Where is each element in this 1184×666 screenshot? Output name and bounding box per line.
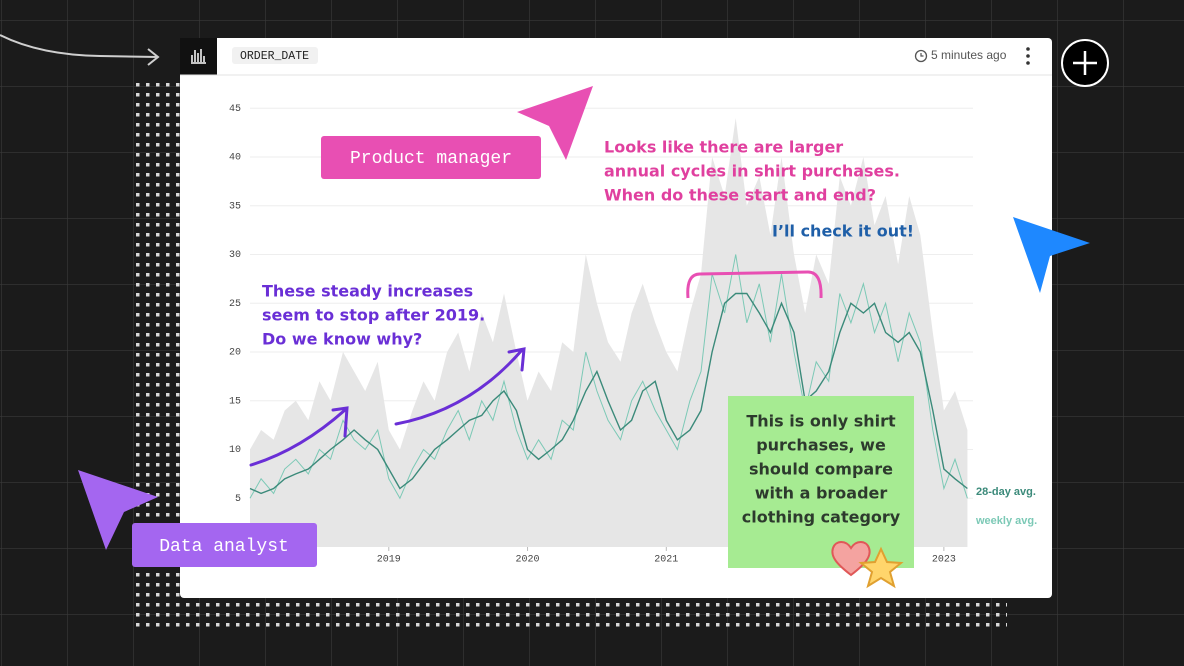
legend-label: weekly avg. <box>975 515 1037 527</box>
y-tick-label: 20 <box>229 348 241 359</box>
comment-reply: I’ll check it out! <box>772 222 914 241</box>
note-line: with a broader <box>755 484 888 503</box>
y-tick-label: 10 <box>229 445 241 456</box>
note-line: clothing category <box>742 508 901 527</box>
comment-pm: Looks like there are larger annual cycle… <box>604 138 900 205</box>
pm-label: Product manager <box>350 149 512 169</box>
note-line: purchases, we <box>756 436 886 455</box>
legend-label: 28-day avg. <box>976 486 1036 498</box>
y-tick-label: 5 <box>235 494 241 505</box>
trend-arrows <box>249 347 526 467</box>
clock-hands <box>920 53 924 57</box>
comment-line: annual cycles in shirt purchases. <box>604 162 900 181</box>
bracket <box>686 270 823 299</box>
comment-line: Do we know why? <box>262 330 422 349</box>
note-text: This is only shirt purchases, we should … <box>742 412 901 527</box>
updated-time: 5 minutes ago <box>931 48 1007 62</box>
x-tick-label: 2021 <box>654 555 678 566</box>
y-tick-label: 40 <box>229 153 241 164</box>
analyst-label-box <box>132 523 317 567</box>
x-tick-label: 2020 <box>516 555 540 566</box>
clock-icon <box>914 49 928 63</box>
y-tick-label: 35 <box>229 201 241 212</box>
analyst-cursor <box>78 470 158 550</box>
pm-label-box <box>321 136 541 179</box>
cursor-blue <box>1013 217 1090 293</box>
analyst-label: Data analyst <box>159 537 289 557</box>
x-tick-label: 2019 <box>377 555 401 566</box>
sticky-note <box>728 396 914 568</box>
y-tick-label: 25 <box>229 299 241 310</box>
y-tick-label: 30 <box>229 250 241 261</box>
connector-arrow <box>0 34 160 66</box>
comment-analyst: These steady increases seem to stop afte… <box>262 282 485 349</box>
heart-reaction <box>831 541 871 577</box>
line <box>249 292 968 495</box>
title-chip <box>232 47 318 64</box>
y-tick-label: 15 <box>229 396 241 407</box>
x-tick-label: 2023 <box>932 555 956 566</box>
pm-cursor <box>517 86 593 160</box>
add-button[interactable] <box>1061 39 1109 87</box>
panel-title: ORDER_DATE <box>240 50 309 63</box>
comment-line: I’ll check it out! <box>772 222 914 241</box>
comment-line: seem to stop after 2019. <box>262 306 485 325</box>
chart-icon <box>191 49 206 64</box>
y-tick-label: 45 <box>229 104 241 115</box>
comment-line: Looks like there are larger <box>604 138 843 157</box>
star-reaction <box>858 546 904 589</box>
more-menu[interactable] <box>1026 47 1030 65</box>
note-line: This is only shirt <box>746 412 896 431</box>
comment-line: When do these start and end? <box>604 186 876 205</box>
note-line: should compare <box>749 460 893 479</box>
comment-line: These steady increases <box>262 282 473 301</box>
